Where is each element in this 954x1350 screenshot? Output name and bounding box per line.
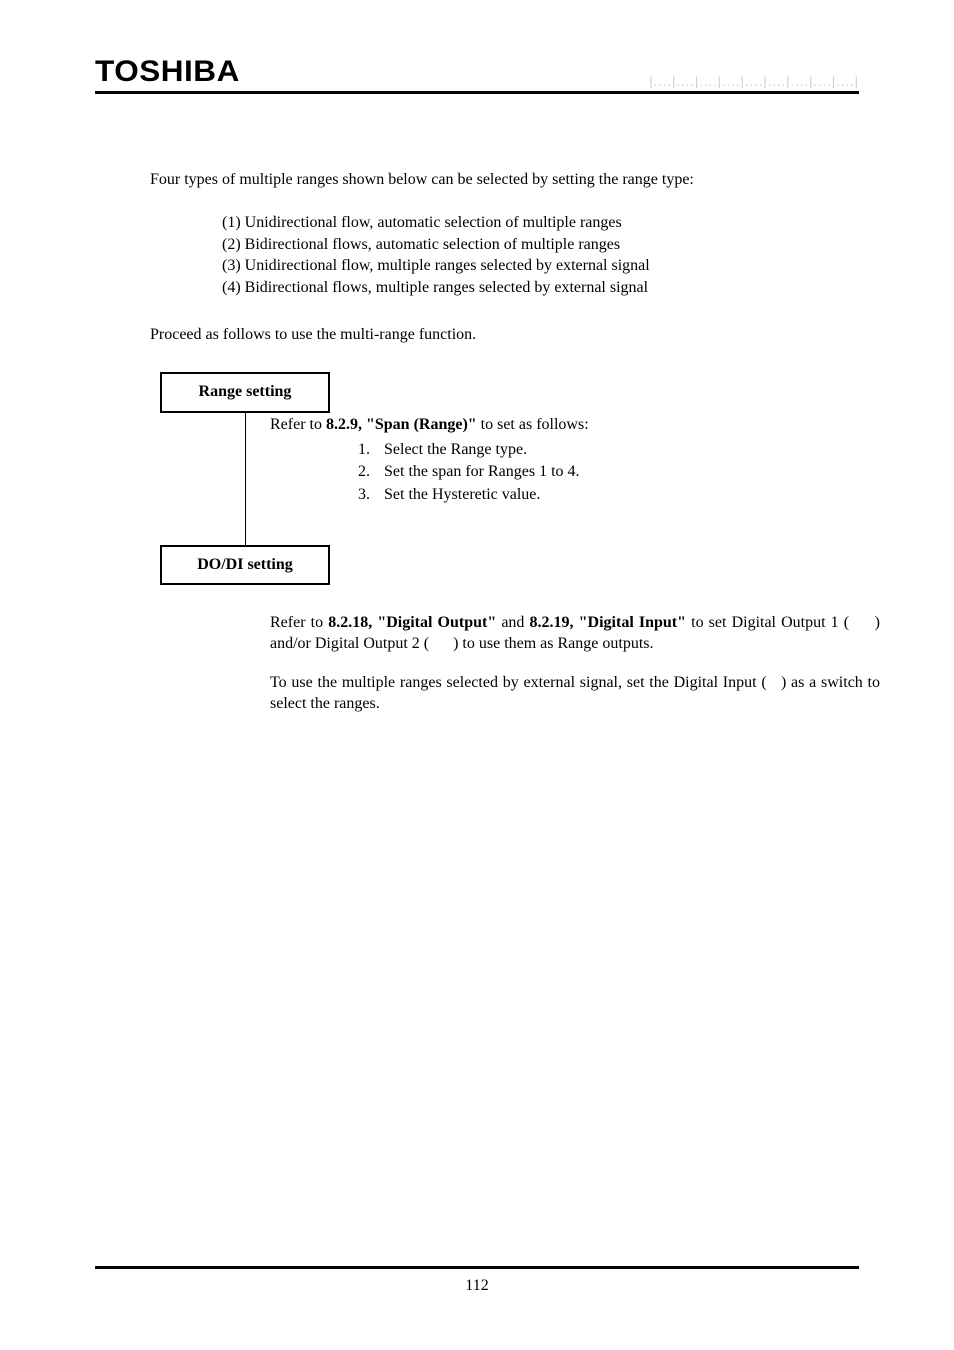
intro-text: Four types of multiple ranges shown belo…: [150, 170, 859, 191]
range-step: 2.Set the span for Ranges 1 to 4.: [352, 462, 580, 483]
range-ref-suffix: to set as follows:: [477, 416, 589, 433]
page-header: TOSHIBA |....|....|....|....|....|....|.…: [95, 55, 859, 94]
range-setting-box: Range setting: [160, 372, 330, 413]
range-ref-bold: 8.2.9, "Span (Range)": [326, 416, 477, 433]
type-item: (4) Bidirectional flows, multiple ranges…: [222, 278, 859, 299]
step-number: 2.: [352, 462, 382, 483]
step-number: 3.: [352, 485, 382, 506]
dodi-paragraph-2: To use the multiple ranges selected by e…: [270, 673, 880, 715]
dodi-p1-prefix: Refer to: [270, 614, 328, 631]
range-step: 1.Select the Range type.: [352, 440, 580, 461]
range-ref-prefix: Refer to: [270, 416, 326, 433]
page-footer: 112: [95, 1266, 859, 1295]
type-item: (3) Unidirectional flow, multiple ranges…: [222, 256, 859, 277]
dodi-setting-box: DO/DI setting: [160, 545, 330, 586]
type-item: (2) Bidirectional flows, automatic selec…: [222, 235, 859, 256]
type-item: (1) Unidirectional flow, automatic selec…: [222, 213, 859, 234]
step-text: Set the Hysteretic value.: [384, 485, 580, 506]
brand-logo: TOSHIBA: [95, 55, 240, 89]
flow-area: Range setting Refer to 8.2.9, "Span (Ran…: [160, 372, 859, 715]
types-list: (1) Unidirectional flow, automatic selec…: [222, 213, 859, 299]
page-content: Four types of multiple ranges shown belo…: [150, 170, 859, 733]
header-right-marks: |....|....|....|....|....|....|....|....…: [649, 74, 859, 89]
step-text: Select the Range type.: [384, 440, 580, 461]
step-number: 1.: [352, 440, 382, 461]
dodi-paragraph-1: Refer to 8.2.18, "Digital Output" and 8.…: [270, 613, 880, 655]
dodi-p1-mid: and: [496, 614, 529, 631]
page-number: 112: [465, 1277, 488, 1294]
dodi-p1-bold2: 8.2.19, "Digital Input": [530, 614, 686, 631]
step-text: Set the span for Ranges 1 to 4.: [384, 462, 580, 483]
range-steps: 1.Select the Range type. 2.Set the span …: [350, 438, 582, 508]
range-instructions: Refer to 8.2.9, "Span (Range)" to set as…: [270, 415, 870, 508]
range-step: 3.Set the Hysteretic value.: [352, 485, 580, 506]
range-reference: Refer to 8.2.9, "Span (Range)" to set as…: [270, 415, 870, 436]
proceed-text: Proceed as follows to use the multi-rang…: [150, 325, 859, 346]
dodi-instructions: Refer to 8.2.18, "Digital Output" and 8.…: [270, 613, 880, 714]
dodi-p1-bold1: 8.2.18, "Digital Output": [328, 614, 496, 631]
